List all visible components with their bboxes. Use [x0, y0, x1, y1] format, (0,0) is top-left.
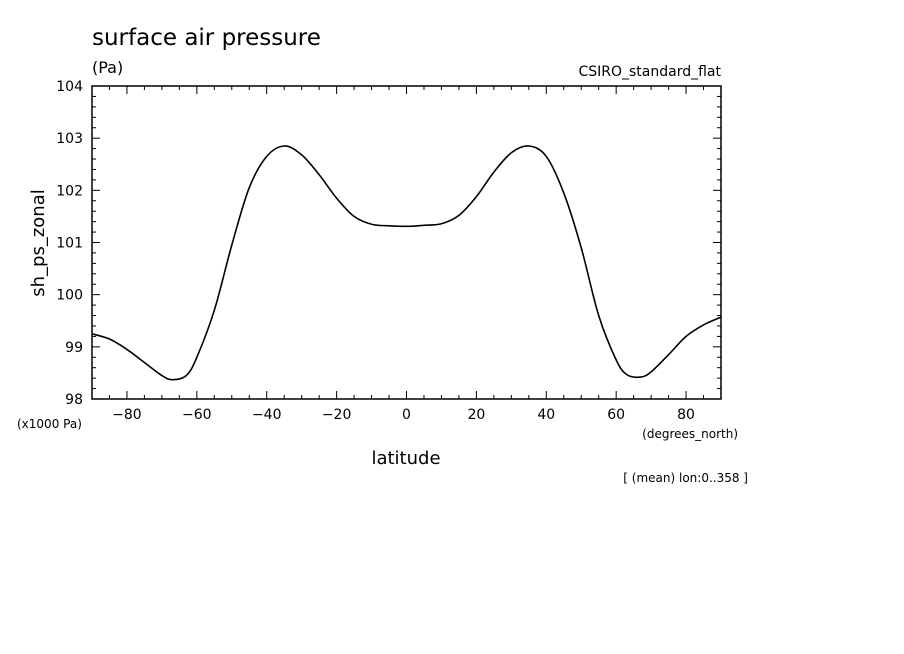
series-line — [91, 145, 722, 381]
chart-units: (Pa) — [92, 58, 123, 77]
y-tick-label: 103 — [56, 131, 83, 147]
footnote: [ (mean) lon:0..358 ] — [623, 471, 748, 485]
x-tick-label: 20 — [467, 407, 485, 423]
x-tick-label: −60 — [182, 407, 212, 423]
x-tick-label: −20 — [322, 407, 352, 423]
x-axis-label: latitude — [371, 448, 440, 469]
x-tick-label: 0 — [402, 407, 411, 423]
x-tick-labels: −80 −60 −40 −20 0 20 40 60 80 — [112, 407, 695, 423]
y-scale-note: (x1000 Pa) — [17, 417, 82, 431]
dataset-label: CSIRO_standard_flat — [578, 64, 721, 80]
x-tick-label: −80 — [112, 407, 142, 423]
x-tick-label: −40 — [252, 407, 282, 423]
x-units-label: (degrees_north) — [642, 427, 738, 441]
x-tick-label: 60 — [607, 407, 625, 423]
y-tick-label: 100 — [56, 288, 83, 304]
y-tick-labels: 98 99 100 101 102 103 104 — [56, 79, 83, 408]
y-tick-label: 99 — [65, 340, 83, 356]
y-tick-label: 102 — [56, 183, 83, 199]
y-tick-label: 98 — [65, 392, 83, 408]
tick-marks — [91, 85, 722, 400]
x-tick-label: 40 — [537, 407, 555, 423]
plot-frame — [91, 85, 722, 400]
y-tick-label: 104 — [56, 79, 83, 95]
plot-area: −80 −60 −40 −20 0 20 40 60 80 98 99 100 101 102 103 10… — [56, 79, 722, 423]
y-tick-label: 101 — [56, 236, 83, 252]
x-tick-label: 80 — [677, 407, 695, 423]
y-axis-label: sh_ps_zonal — [28, 189, 49, 297]
chart-title: surface air pressure — [92, 25, 321, 51]
